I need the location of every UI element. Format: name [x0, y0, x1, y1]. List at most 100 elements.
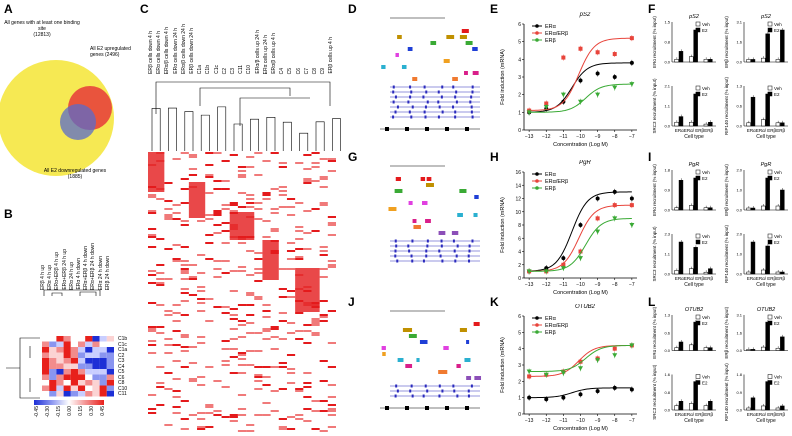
data-point [612, 216, 618, 221]
heatmap-c-cell [221, 306, 230, 308]
heatmap-c-cell [303, 408, 312, 410]
bar-legend-swatch [695, 314, 701, 320]
heatmap-c-cell [295, 226, 304, 228]
heatmap-b-cell [42, 352, 50, 358]
heatmap-c-cell [311, 152, 320, 154]
bar-veh [761, 346, 766, 351]
heatmap-b-cell [49, 374, 57, 380]
heatmap-c-cell [254, 414, 263, 416]
heatmap-c-cell [197, 272, 206, 274]
heatmap-c-cell [237, 408, 247, 410]
heatmap-b-cell [85, 374, 93, 380]
legend-marker [535, 172, 539, 176]
heatmap-c-cell [180, 188, 189, 190]
heatmap-c-cell [172, 360, 181, 362]
heatmap-c-cell [286, 372, 296, 374]
bar-y-tick: 0.6 [736, 104, 742, 109]
panel-label-h: H [490, 150, 499, 164]
heatmap-c-col-label: C4 [279, 67, 286, 74]
heatmap-c-col-label: ERα/β cells down 4 h [164, 26, 171, 74]
bar-veh [674, 270, 679, 275]
heatmap-c-cell [164, 338, 173, 340]
track-exon [441, 110, 444, 114]
bar-veh [674, 347, 679, 351]
bar-y-tick: 1.0 [736, 188, 742, 193]
heatmap-c-cell [327, 414, 336, 416]
track-exon [422, 394, 425, 398]
data-point [544, 101, 549, 106]
data-point [526, 269, 532, 274]
bar-y-tick: 1.6 [736, 330, 742, 335]
panel-label-l: L [648, 295, 656, 309]
y-axis-label: Fold induction (mRNA) [500, 197, 506, 253]
data-point [578, 256, 583, 261]
heatmap-c-cell [213, 410, 222, 412]
track-exon [456, 244, 459, 248]
track-exon [471, 239, 474, 243]
y-tick-label: 0 [518, 276, 521, 282]
data-point [629, 196, 634, 201]
heatmap-b-cell [85, 380, 93, 386]
heatmap-c-cell [164, 344, 173, 346]
heatmap-c-cell [172, 378, 181, 380]
bar-e2 [693, 29, 698, 63]
bar-legend-swatch [767, 320, 773, 326]
track-exon [467, 254, 470, 258]
bar-e2 [765, 93, 770, 127]
track-exon [411, 105, 414, 109]
heatmap-c-cell [229, 356, 238, 358]
heatmap-c-col-label: C6 [295, 67, 302, 74]
heatmap-b-cell [85, 352, 93, 358]
legend-label: ERβ [545, 186, 556, 192]
heatmap-c-cell [286, 428, 296, 430]
track-panel-g [350, 162, 485, 294]
x-axis-label: Concentration (Log M) [553, 426, 608, 432]
track-exon [467, 389, 470, 393]
heatmap-c-panel: ERβ cells down 4 h ERα cells down 4 h ERα/… [140, 12, 345, 436]
heatmap-c-cell [172, 212, 181, 214]
track-peak [419, 340, 428, 344]
x-tick-label: −11 [559, 418, 567, 424]
track-exon [409, 95, 412, 99]
bar-e2 [678, 51, 684, 63]
track-exon [455, 254, 458, 258]
bar-veh [775, 205, 781, 211]
heatmap-b-panel: ERβ 4 h up ERα 4 h up ERα+ERβ 4 h up ERα+ER… [0, 220, 140, 436]
x-tick-label: −9 [595, 134, 601, 140]
data-point [629, 60, 634, 65]
heatmap-c-cell [164, 310, 173, 312]
bar-legend-swatch [767, 85, 773, 91]
heatmap-c-cell [254, 208, 263, 210]
heatmap-c-cell [246, 194, 255, 196]
bar-category-label: ERβ [776, 128, 785, 133]
track-peak [473, 213, 478, 217]
heatmap-c-cell [278, 194, 287, 196]
bar-veh [761, 57, 766, 63]
bar-e2 [765, 321, 770, 351]
heatmap-c-cell [303, 330, 312, 332]
heatmap-b-cell [49, 352, 57, 358]
heatmap-c-cell [172, 412, 181, 414]
heatmap-c-cell [319, 178, 328, 180]
track-peak [459, 189, 467, 193]
heatmap-c-cell [172, 258, 181, 260]
bar-y-label: ERα recruitment (% input) [652, 164, 657, 216]
data-point [526, 369, 532, 375]
bar-category-label: ERβ [776, 276, 785, 281]
x-tick-label: −11 [559, 134, 567, 140]
heatmap-c-cell [229, 420, 238, 422]
track-peak [382, 352, 386, 356]
heatmap-c-cell [237, 324, 247, 326]
data-point [595, 92, 601, 98]
heatmap-c-cell [205, 152, 214, 154]
y-tick-label: 2 [518, 379, 521, 385]
bar-legend-label: Veh [774, 315, 782, 320]
heatmap-c-cell [156, 238, 165, 240]
heatmap-b-cell [42, 369, 50, 375]
heatmap-c-col-label: C11 [238, 65, 245, 74]
heatmap-c-cell [270, 208, 279, 210]
heatmap-c-cell [295, 388, 304, 390]
heatmap-b-cell [49, 341, 57, 347]
heatmap-b-cell [70, 391, 78, 397]
heatmap-c-col-label: C9 [320, 67, 327, 74]
